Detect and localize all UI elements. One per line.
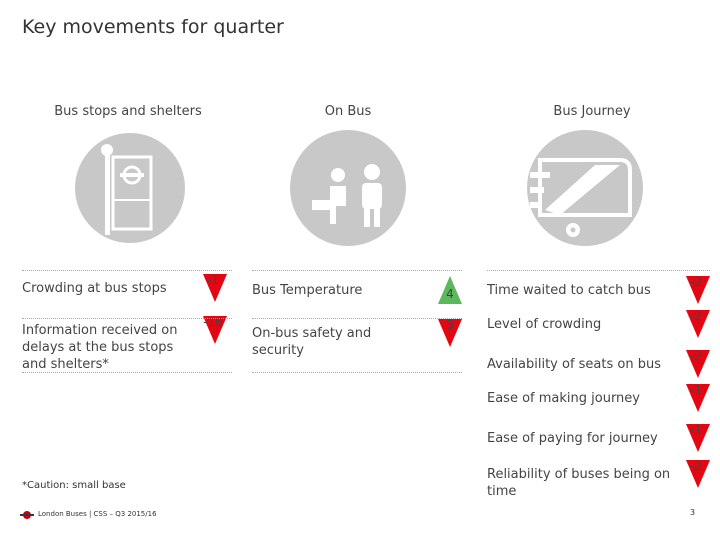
item-value: -2 bbox=[690, 349, 702, 363]
page-number: 3 bbox=[690, 508, 696, 517]
item-label: Level of crowding bbox=[487, 317, 602, 332]
item-value: -2 bbox=[690, 275, 702, 289]
separator bbox=[22, 318, 232, 319]
separator bbox=[22, 372, 232, 373]
footnote: *Caution: small base bbox=[22, 480, 126, 491]
item-value: -3 bbox=[442, 318, 454, 332]
item-label: Ease of making journey bbox=[487, 391, 640, 406]
item-label: Availability of seats on bus bbox=[487, 357, 661, 372]
item-value: -2 bbox=[690, 309, 702, 323]
column-heading: On Bus bbox=[324, 104, 372, 119]
item-label: Ease of paying for journey bbox=[487, 431, 658, 446]
down-indicator bbox=[686, 350, 710, 378]
down-indicator bbox=[203, 316, 227, 344]
item-value: -2 bbox=[690, 459, 702, 473]
item-label: Crowding at bus stops bbox=[22, 281, 167, 296]
icon-bus-journey bbox=[527, 130, 643, 246]
column-heading: Bus Journey bbox=[553, 104, 631, 119]
down-indicator bbox=[686, 276, 710, 304]
column-heading: Bus stops and shelters bbox=[54, 104, 202, 119]
down-indicator bbox=[686, 424, 710, 452]
item-value: -1 bbox=[690, 423, 702, 437]
separator bbox=[252, 318, 462, 319]
separator bbox=[22, 270, 232, 271]
up-indicator bbox=[438, 276, 462, 304]
item-value: -1 bbox=[690, 383, 702, 397]
down-indicator bbox=[203, 274, 227, 302]
separator bbox=[252, 270, 462, 271]
item-value: 4 bbox=[446, 287, 454, 301]
down-indicator bbox=[686, 384, 710, 412]
icon-on-bus bbox=[290, 130, 406, 246]
item-label: Information received on delays at the bu… bbox=[22, 323, 178, 372]
item-label: Bus Temperature bbox=[252, 283, 363, 298]
footer-logo bbox=[20, 511, 34, 519]
down-indicator bbox=[686, 310, 710, 338]
item-label: Reliability of buses being on time bbox=[487, 467, 671, 499]
slide-title: Key movements for quarter bbox=[22, 16, 284, 38]
down-indicator bbox=[686, 460, 710, 488]
separator bbox=[252, 372, 462, 373]
item-value: -1 bbox=[207, 273, 219, 287]
down-indicator bbox=[438, 319, 462, 347]
item-label: Time waited to catch bus bbox=[487, 283, 651, 298]
item-label: On-bus safety and security bbox=[252, 326, 372, 358]
icon-bus-stop bbox=[75, 133, 185, 243]
footer: London Buses | CSS – Q3 2015/16 bbox=[38, 510, 157, 518]
separator bbox=[487, 270, 710, 271]
